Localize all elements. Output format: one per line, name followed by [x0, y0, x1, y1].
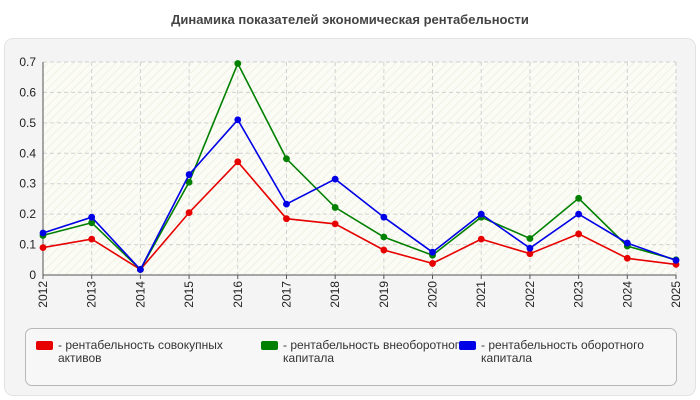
x-tick-label: 2023	[572, 281, 586, 308]
data-point	[429, 260, 436, 267]
legend-label: - рентабельность оборотного капитала	[481, 338, 644, 365]
y-tick-label: 0	[29, 268, 36, 282]
data-point	[429, 248, 436, 256]
x-tick-label: 2012	[36, 281, 50, 308]
x-tick-label: 2017	[279, 281, 293, 308]
x-tick-label: 2014	[133, 281, 147, 308]
data-point	[526, 244, 534, 252]
y-tick-label: 0.1	[19, 238, 36, 252]
data-point	[331, 220, 339, 228]
series-line	[42, 160, 677, 271]
data-point	[88, 219, 96, 227]
data-point	[88, 213, 96, 221]
data-point	[477, 235, 485, 243]
data-point	[283, 155, 290, 163]
x-tick-label: 2019	[377, 281, 391, 308]
data-point	[623, 254, 631, 262]
y-tick-label: 0.2	[19, 207, 36, 221]
data-point	[672, 256, 680, 264]
data-point	[39, 244, 47, 252]
x-tick-label: 2021	[474, 281, 488, 308]
data-point	[234, 116, 242, 124]
data-point	[185, 178, 193, 186]
data-point	[39, 229, 47, 237]
data-point	[380, 246, 388, 254]
data-point	[136, 266, 144, 273]
data-point	[331, 175, 339, 183]
series-layer	[39, 60, 680, 273]
series-1	[39, 158, 680, 273]
legend-label: - рентабельность внеоборотного капитала	[283, 338, 466, 365]
axes	[42, 62, 677, 279]
chart-title: Динамика показателей экономическая рента…	[171, 12, 529, 27]
data-point	[234, 60, 242, 67]
data-point	[283, 200, 290, 208]
data-point	[575, 230, 583, 238]
x-tick-label: 2016	[231, 281, 245, 308]
x-tick-label: 2025	[669, 281, 683, 308]
data-point	[185, 209, 193, 217]
data-point	[283, 215, 290, 223]
data-point	[575, 194, 583, 202]
data-point	[331, 204, 339, 211]
x-tick-label: 2018	[328, 281, 342, 308]
data-point	[526, 235, 534, 242]
y-tick-label: 0.7	[19, 55, 36, 69]
legend-label: - рентабельность совокупных активов	[58, 338, 223, 365]
legend-swatch	[36, 341, 53, 350]
y-tick-label: 0.4	[19, 146, 36, 160]
y-tick-label: 0.3	[19, 177, 36, 191]
x-tick-label: 2020	[426, 281, 440, 308]
series-line	[42, 118, 677, 271]
x-tick-label: 2015	[182, 281, 196, 308]
data-point	[234, 158, 242, 166]
y-tick-label: 0.6	[19, 85, 36, 99]
series-3	[39, 116, 680, 273]
data-point	[623, 239, 631, 247]
data-point	[575, 210, 583, 218]
data-point	[88, 235, 96, 243]
x-tick-label: 2013	[85, 281, 99, 308]
legend-swatch	[261, 341, 278, 350]
legend: - рентабельность совокупных активов - ре…	[25, 328, 677, 386]
y-tick-label: 0.5	[19, 116, 36, 130]
data-point	[185, 171, 193, 178]
data-point	[477, 210, 485, 218]
x-tick-label: 2022	[523, 281, 537, 308]
data-point	[380, 233, 388, 241]
tick-labels: 0 0.1 0.2 0.3 0.4 0.5 0.6 0.7 2012 2013 2014 2015 20…	[19, 55, 683, 308]
data-point	[380, 213, 388, 221]
data-point	[526, 250, 534, 258]
x-tick-label: 2024	[620, 281, 634, 308]
legend-swatch	[459, 341, 476, 350]
